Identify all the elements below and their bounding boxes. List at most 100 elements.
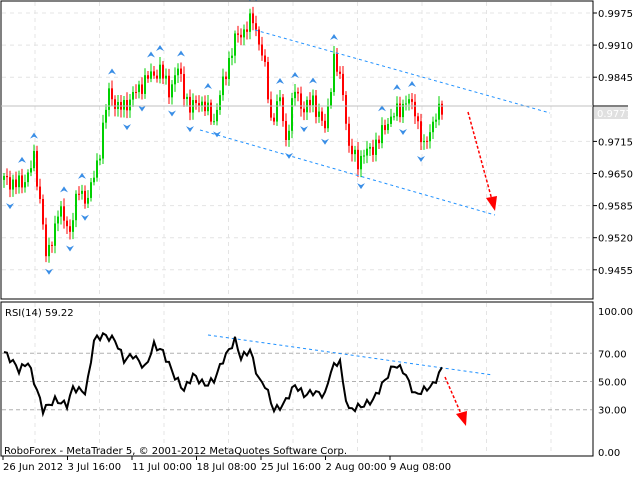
candle-body xyxy=(276,101,278,122)
candle-body xyxy=(114,99,116,109)
candle-body xyxy=(426,140,428,142)
candle-body xyxy=(291,98,293,131)
candle-body xyxy=(99,158,101,161)
candle-body xyxy=(261,44,263,56)
candle-body xyxy=(381,125,383,144)
fractal-up-icon xyxy=(147,51,155,58)
overlays xyxy=(199,29,551,426)
forecast-arrow-price xyxy=(467,111,493,201)
candle-body xyxy=(171,84,173,98)
candle-body xyxy=(189,96,191,113)
candle-body xyxy=(51,244,53,246)
fractal-down-icon xyxy=(213,131,221,138)
candle-body xyxy=(411,99,413,102)
price-axis: 0.9975 0.9910 0.9845 0.9715 0.9650 0.9585 0.95… xyxy=(593,9,633,277)
candle-body xyxy=(12,179,14,190)
fractal-up-icon xyxy=(378,105,386,112)
price-tick-label: 0.9715 xyxy=(598,137,633,148)
candle-body xyxy=(81,190,83,194)
candle-body xyxy=(54,223,56,246)
current-price-label: 0.9777 xyxy=(597,109,632,120)
price-tick-label: 0.9650 xyxy=(598,170,633,181)
candle-body xyxy=(249,13,251,32)
rsi-pane[interactable] xyxy=(0,301,594,457)
fractal-down-icon xyxy=(321,138,329,145)
candle-body xyxy=(345,95,347,124)
price-tick-label: 0.9975 xyxy=(598,9,633,20)
fractal-up-icon xyxy=(330,34,338,41)
candle-body xyxy=(186,96,188,99)
candle-body xyxy=(297,91,299,94)
candle-body xyxy=(6,175,8,178)
time-tick-label: 18 Jul 08:00 xyxy=(197,462,257,473)
candle-body xyxy=(156,75,158,79)
rsi-tick-label: 70.00 xyxy=(598,349,627,360)
candle-body xyxy=(9,177,11,190)
rsi-line xyxy=(3,331,443,418)
fractal-up-icon xyxy=(30,132,38,139)
candle-body xyxy=(222,76,224,96)
fractal-down-icon xyxy=(66,245,74,252)
rsi-title: RSI(14) 59.22 xyxy=(5,308,74,319)
rsi-tick-label: 100.00 xyxy=(598,307,633,318)
candle-body xyxy=(354,149,356,155)
candle-body xyxy=(84,190,86,204)
candle-body xyxy=(312,95,314,106)
fractal-up-icon xyxy=(291,71,299,78)
candle-body xyxy=(87,197,89,204)
candle-body xyxy=(363,155,365,157)
grid xyxy=(2,2,592,455)
candle-body xyxy=(303,108,305,113)
candle-body xyxy=(129,99,131,111)
candle-body xyxy=(213,121,215,123)
candle-body xyxy=(219,95,221,110)
candle-body xyxy=(321,111,323,121)
candle-body xyxy=(429,132,431,142)
candle-body xyxy=(417,116,419,122)
fractal-down-icon xyxy=(300,126,308,133)
candle-body xyxy=(336,53,338,72)
candle-body xyxy=(147,75,149,79)
candle-body xyxy=(177,68,179,76)
fractal-down-icon xyxy=(417,156,425,163)
time-axis: 26 Jun 2012 3 Jul 16:00 11 Jul 00:00 18 Jul… xyxy=(2,456,451,473)
candle-body xyxy=(201,101,203,107)
candle-body xyxy=(264,55,266,62)
time-tick-label: 2 Aug 00:00 xyxy=(326,462,387,473)
candle-body xyxy=(111,88,113,100)
fractal-up-icon xyxy=(18,156,26,163)
candle-body xyxy=(255,23,257,30)
candle-body xyxy=(96,160,98,178)
price-tick-label: 0.9845 xyxy=(598,73,633,84)
candle-body xyxy=(327,105,329,129)
fractal-down-icon xyxy=(186,126,194,133)
candle-body xyxy=(246,29,248,32)
candle-body xyxy=(387,123,389,131)
candle-body xyxy=(339,71,341,74)
candle-body xyxy=(273,117,275,122)
fractal-up-icon xyxy=(204,83,212,90)
candle-body xyxy=(369,146,371,149)
candle-body xyxy=(282,97,284,122)
candle-body xyxy=(237,33,239,35)
candle-body xyxy=(216,109,218,122)
candle-body xyxy=(159,64,161,79)
candle-body xyxy=(366,148,368,156)
candle-body xyxy=(351,145,353,155)
candle-body xyxy=(309,99,311,106)
price-pane[interactable] xyxy=(0,0,594,300)
fractal-up-icon xyxy=(408,81,416,88)
candle-body xyxy=(285,121,287,140)
fractal-up-icon xyxy=(60,186,68,193)
candle-body xyxy=(69,226,71,232)
price-tick-label: 0.9455 xyxy=(598,266,633,277)
candle-body xyxy=(15,179,17,188)
candle-body xyxy=(135,91,137,93)
fractal-down-icon xyxy=(6,203,14,210)
candle-body xyxy=(318,111,320,117)
candle-body xyxy=(63,206,65,221)
candle-body xyxy=(75,193,77,221)
fractals xyxy=(6,0,425,275)
